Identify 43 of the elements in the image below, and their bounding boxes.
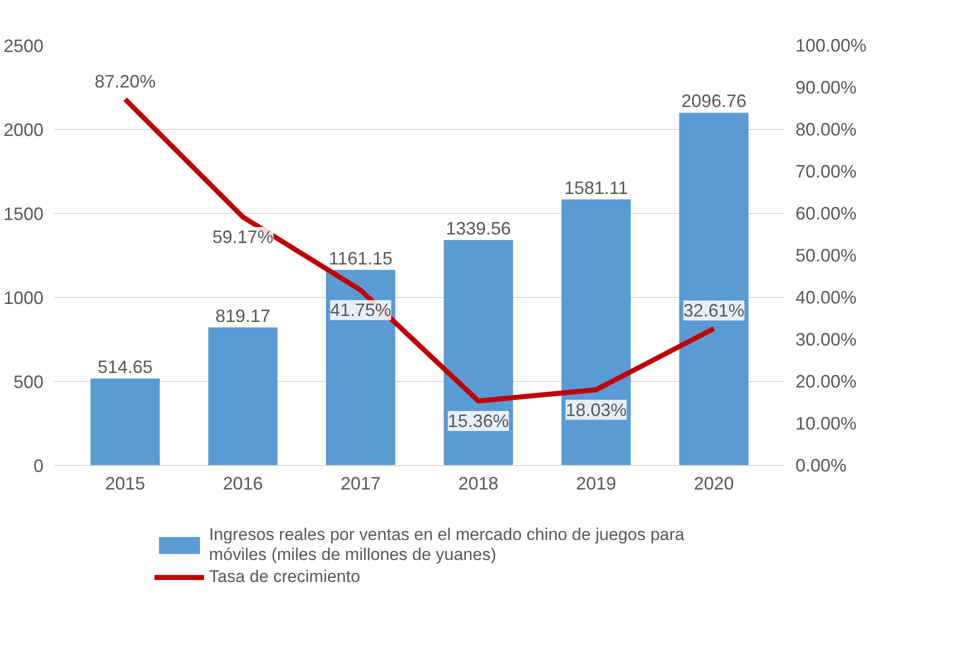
y-tick-label: 2000 — [3, 120, 44, 140]
data-label: 87.20% — [94, 71, 156, 92]
data-label: 15.36% — [448, 410, 509, 431]
y2-tick-label: 70.00% — [796, 162, 857, 182]
data-label: 819.17 — [215, 306, 270, 326]
bar — [90, 378, 160, 466]
y-tick-label: 500 — [13, 372, 44, 392]
y2-tick-label: 0.00% — [796, 456, 847, 476]
y-tick-label: 1000 — [3, 288, 44, 308]
y2-tick-label: 50.00% — [796, 246, 857, 266]
data-label: 514.65 — [98, 357, 153, 378]
data-label: 1339.56 — [446, 218, 511, 238]
bar — [679, 112, 748, 466]
y-tick-label: 1500 — [3, 204, 44, 224]
y2-tick-label: 40.00% — [796, 288, 857, 308]
x-tick-label: 2015 — [105, 474, 146, 494]
data-label: 2096.76 — [681, 91, 746, 112]
x-tick-label: 2020 — [694, 474, 734, 494]
data-label: 41.75% — [330, 300, 392, 320]
y2-tick-label: 10.00% — [796, 414, 857, 434]
y2-tick-label: 90.00% — [796, 78, 857, 98]
legend-label: Tasa de crecimiento — [209, 567, 360, 587]
bar — [326, 270, 396, 466]
y2-tick-label: 20.00% — [796, 372, 857, 392]
bar — [208, 327, 278, 466]
y2-tick-label: 60.00% — [796, 204, 857, 224]
data-label: 1161.15 — [328, 248, 392, 268]
data-label: 18.03% — [566, 400, 627, 420]
y2-tick-label: 80.00% — [796, 120, 857, 140]
bar — [444, 240, 514, 466]
y2-tick-label: 100.00% — [796, 36, 867, 56]
y-tick-label: 2500 — [3, 36, 44, 56]
data-label: 1581.11 — [564, 178, 628, 198]
x-tick-label: 2018 — [458, 474, 498, 494]
y-tick-label: 0 — [33, 456, 44, 476]
y2-tick-label: 30.00% — [796, 330, 857, 350]
x-tick-label: 2016 — [222, 474, 263, 494]
x-tick-label: 2019 — [576, 474, 616, 494]
bar — [561, 199, 631, 466]
data-label: 32.61% — [683, 300, 744, 321]
legend-label: Ingresos reales por ventas en el mercado chino de juegos para móviles (miles de millones de yuanes) — [209, 525, 684, 565]
data-label: 59.17% — [212, 226, 274, 247]
x-tick-label: 2017 — [340, 474, 381, 494]
